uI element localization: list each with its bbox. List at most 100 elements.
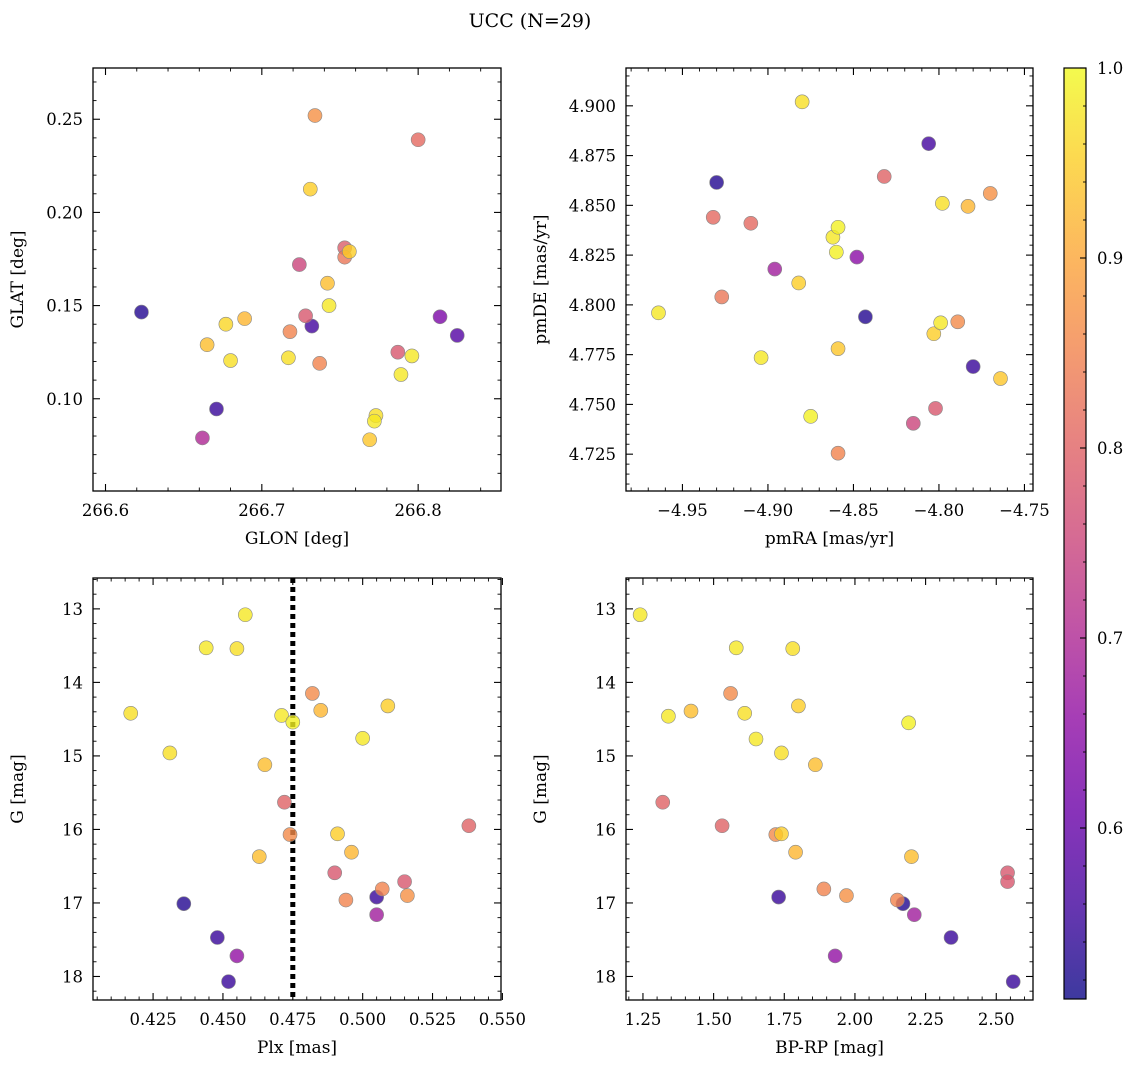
y-tick-label: 0.15 — [46, 297, 83, 316]
panel-bprp-g: 1.25 1.50 1.75 2.00 2.25 2.50 13 14 15 16 17 18 BP-R… — [531, 577, 1034, 1058]
data-point — [858, 309, 873, 325]
data-point — [890, 892, 905, 908]
x-tick-label: 0.525 — [409, 1010, 456, 1029]
data-point — [651, 305, 666, 321]
data-point — [195, 430, 210, 446]
y-tick-label: 15 — [595, 747, 616, 766]
data-point — [827, 948, 843, 964]
data-point — [771, 889, 786, 905]
data-point — [993, 371, 1008, 386]
data-point — [933, 315, 948, 331]
data-point — [369, 907, 384, 923]
data-point — [404, 348, 420, 364]
x-tick-label: −4.95 — [657, 501, 708, 520]
data-point — [705, 209, 721, 225]
data-point — [767, 261, 783, 277]
data-point — [774, 745, 789, 761]
y-tick-label: 18 — [62, 967, 83, 986]
data-point — [830, 341, 846, 356]
data-point — [198, 640, 214, 656]
data-point — [449, 328, 465, 343]
data-point — [904, 849, 919, 864]
colorbar-tick-label: 0.8 — [1097, 439, 1123, 458]
data-point — [367, 413, 382, 429]
y-tick-label: 17 — [595, 894, 616, 913]
data-point — [1000, 874, 1015, 889]
data-point — [849, 249, 865, 265]
x-tick-label: 266.8 — [395, 501, 442, 520]
data-point — [829, 244, 844, 260]
data-point — [661, 708, 676, 724]
data-point — [274, 708, 289, 723]
panel-pmra-pmde: −4.95 −4.90 −4.85 −4.80 −4.75 4.725 4.750 4.775… — [531, 67, 1050, 549]
y-tick-label: 13 — [595, 600, 616, 619]
data-point — [390, 344, 406, 360]
y-tick-label: 16 — [62, 820, 83, 839]
panel-glon-glat: 266.6 266.7 266.8 0.10 0.15 0.20 0.25 GLON [deg… — [8, 67, 502, 549]
x-tick-label: 2.25 — [907, 1010, 944, 1029]
x-tick-label: −4.90 — [743, 501, 794, 520]
data-point — [218, 316, 234, 332]
y-tick-label: 4.900 — [569, 97, 616, 116]
x-axis-label: pmRA [mas/yr] — [765, 529, 894, 549]
data-point — [803, 409, 818, 424]
data-point — [285, 714, 301, 730]
data-point — [905, 416, 921, 431]
y-tick-label: 18 — [595, 967, 616, 986]
data-point — [816, 881, 832, 897]
data-point — [209, 401, 224, 417]
x-tick-label: 0.425 — [129, 1010, 176, 1029]
y-tick-label: 0.10 — [46, 390, 83, 409]
y-tick-label: 14 — [595, 673, 616, 692]
data-point — [876, 169, 892, 184]
x-tick-label: 0.475 — [269, 1010, 316, 1029]
data-point — [1005, 974, 1021, 989]
data-point — [397, 874, 412, 889]
data-point — [748, 731, 764, 747]
y-tick-label: 16 — [595, 820, 616, 839]
data-point — [830, 445, 846, 461]
data-point — [229, 641, 245, 656]
x-tick-label: 2.00 — [837, 1010, 874, 1029]
x-tick-label: −4.85 — [828, 501, 879, 520]
colorbar: 0.6 0.7 0.8 0.9 1.0 — [1063, 59, 1123, 1000]
y-tick-label: 4.875 — [569, 147, 616, 166]
y-axis-label: GLAT [deg] — [8, 230, 28, 328]
data-point — [737, 705, 753, 721]
data-point — [788, 844, 803, 860]
x-tick-label: 0.500 — [339, 1010, 386, 1029]
data-point — [229, 948, 245, 964]
y-tick-label: 14 — [62, 673, 83, 692]
data-point — [312, 356, 327, 371]
data-point — [714, 289, 730, 305]
x-tick-label: 0.450 — [199, 1010, 246, 1029]
x-tick-label: 2.50 — [978, 1010, 1015, 1029]
data-point — [223, 353, 238, 368]
data-point — [461, 818, 477, 834]
data-point — [221, 974, 236, 989]
data-point — [313, 703, 329, 718]
data-point — [199, 337, 215, 353]
y-tick-label: 4.775 — [569, 346, 616, 365]
data-point — [943, 930, 959, 945]
data-point — [344, 844, 359, 860]
data-point — [960, 199, 976, 214]
data-point — [901, 715, 916, 731]
data-point — [808, 757, 823, 773]
x-tick-label: 1.50 — [695, 1010, 732, 1029]
data-point — [307, 108, 323, 123]
x-tick-label: −4.75 — [999, 501, 1050, 520]
data-point — [176, 896, 192, 911]
x-tick-label: 0.550 — [479, 1010, 526, 1029]
data-point — [393, 367, 409, 382]
y-tick-label: 0.25 — [46, 110, 83, 129]
data-point — [400, 888, 415, 903]
colorbar-tick-label: 0.7 — [1097, 629, 1123, 648]
data-point — [935, 196, 950, 211]
colorbar-tick-label: 0.6 — [1097, 819, 1123, 838]
axes-frame — [92, 577, 502, 1001]
data-point — [257, 757, 273, 773]
data-point — [292, 257, 307, 272]
data-point — [774, 826, 789, 842]
figure-title: UCC (N=29) — [469, 10, 592, 32]
